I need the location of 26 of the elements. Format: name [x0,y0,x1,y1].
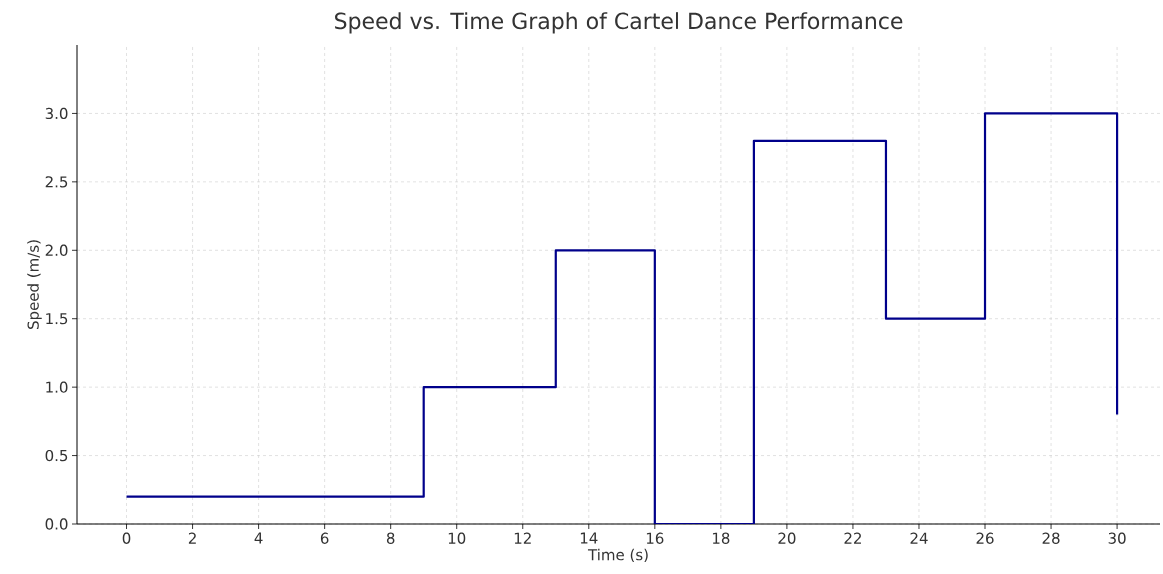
chart-title: Speed vs. Time Graph of Cartel Dance Performance [335,12,903,34]
x-tick-label: 16 [646,532,664,544]
x-tick-label: 8 [386,532,395,544]
x-tick-label: 30 [1108,532,1126,544]
x-tick-label: 4 [254,532,263,544]
x-tick-label: 0 [122,532,131,544]
x-tick-label: 2 [188,532,196,544]
x-tick-label: 6 [320,532,329,544]
y-tick-label: 3.0 [45,107,68,120]
y-tick-label: 0.0 [45,518,68,530]
y-tick-label: 2.0 [45,244,68,256]
y-tick-label: 2.5 [45,176,68,188]
x-tick-label: 10 [448,532,466,544]
x-tick-label: 12 [514,532,531,544]
x-tick-label: 22 [844,532,861,544]
y-axis-title: Speed (m/s) [27,240,42,329]
y-tick-label: 1.5 [46,313,68,325]
x-tick-label: 24 [910,532,928,544]
y-tick-label: 1.0 [46,381,68,393]
x-tick-label: 26 [976,532,994,544]
x-tick-label: 18 [712,532,730,544]
x-tick-label: 20 [778,532,796,544]
x-axis-title: Time (s) [587,548,648,563]
x-tick-label: 14 [580,532,598,544]
x-tick-label: 28 [1042,532,1060,544]
y-tick-label: 0.5 [45,449,68,462]
